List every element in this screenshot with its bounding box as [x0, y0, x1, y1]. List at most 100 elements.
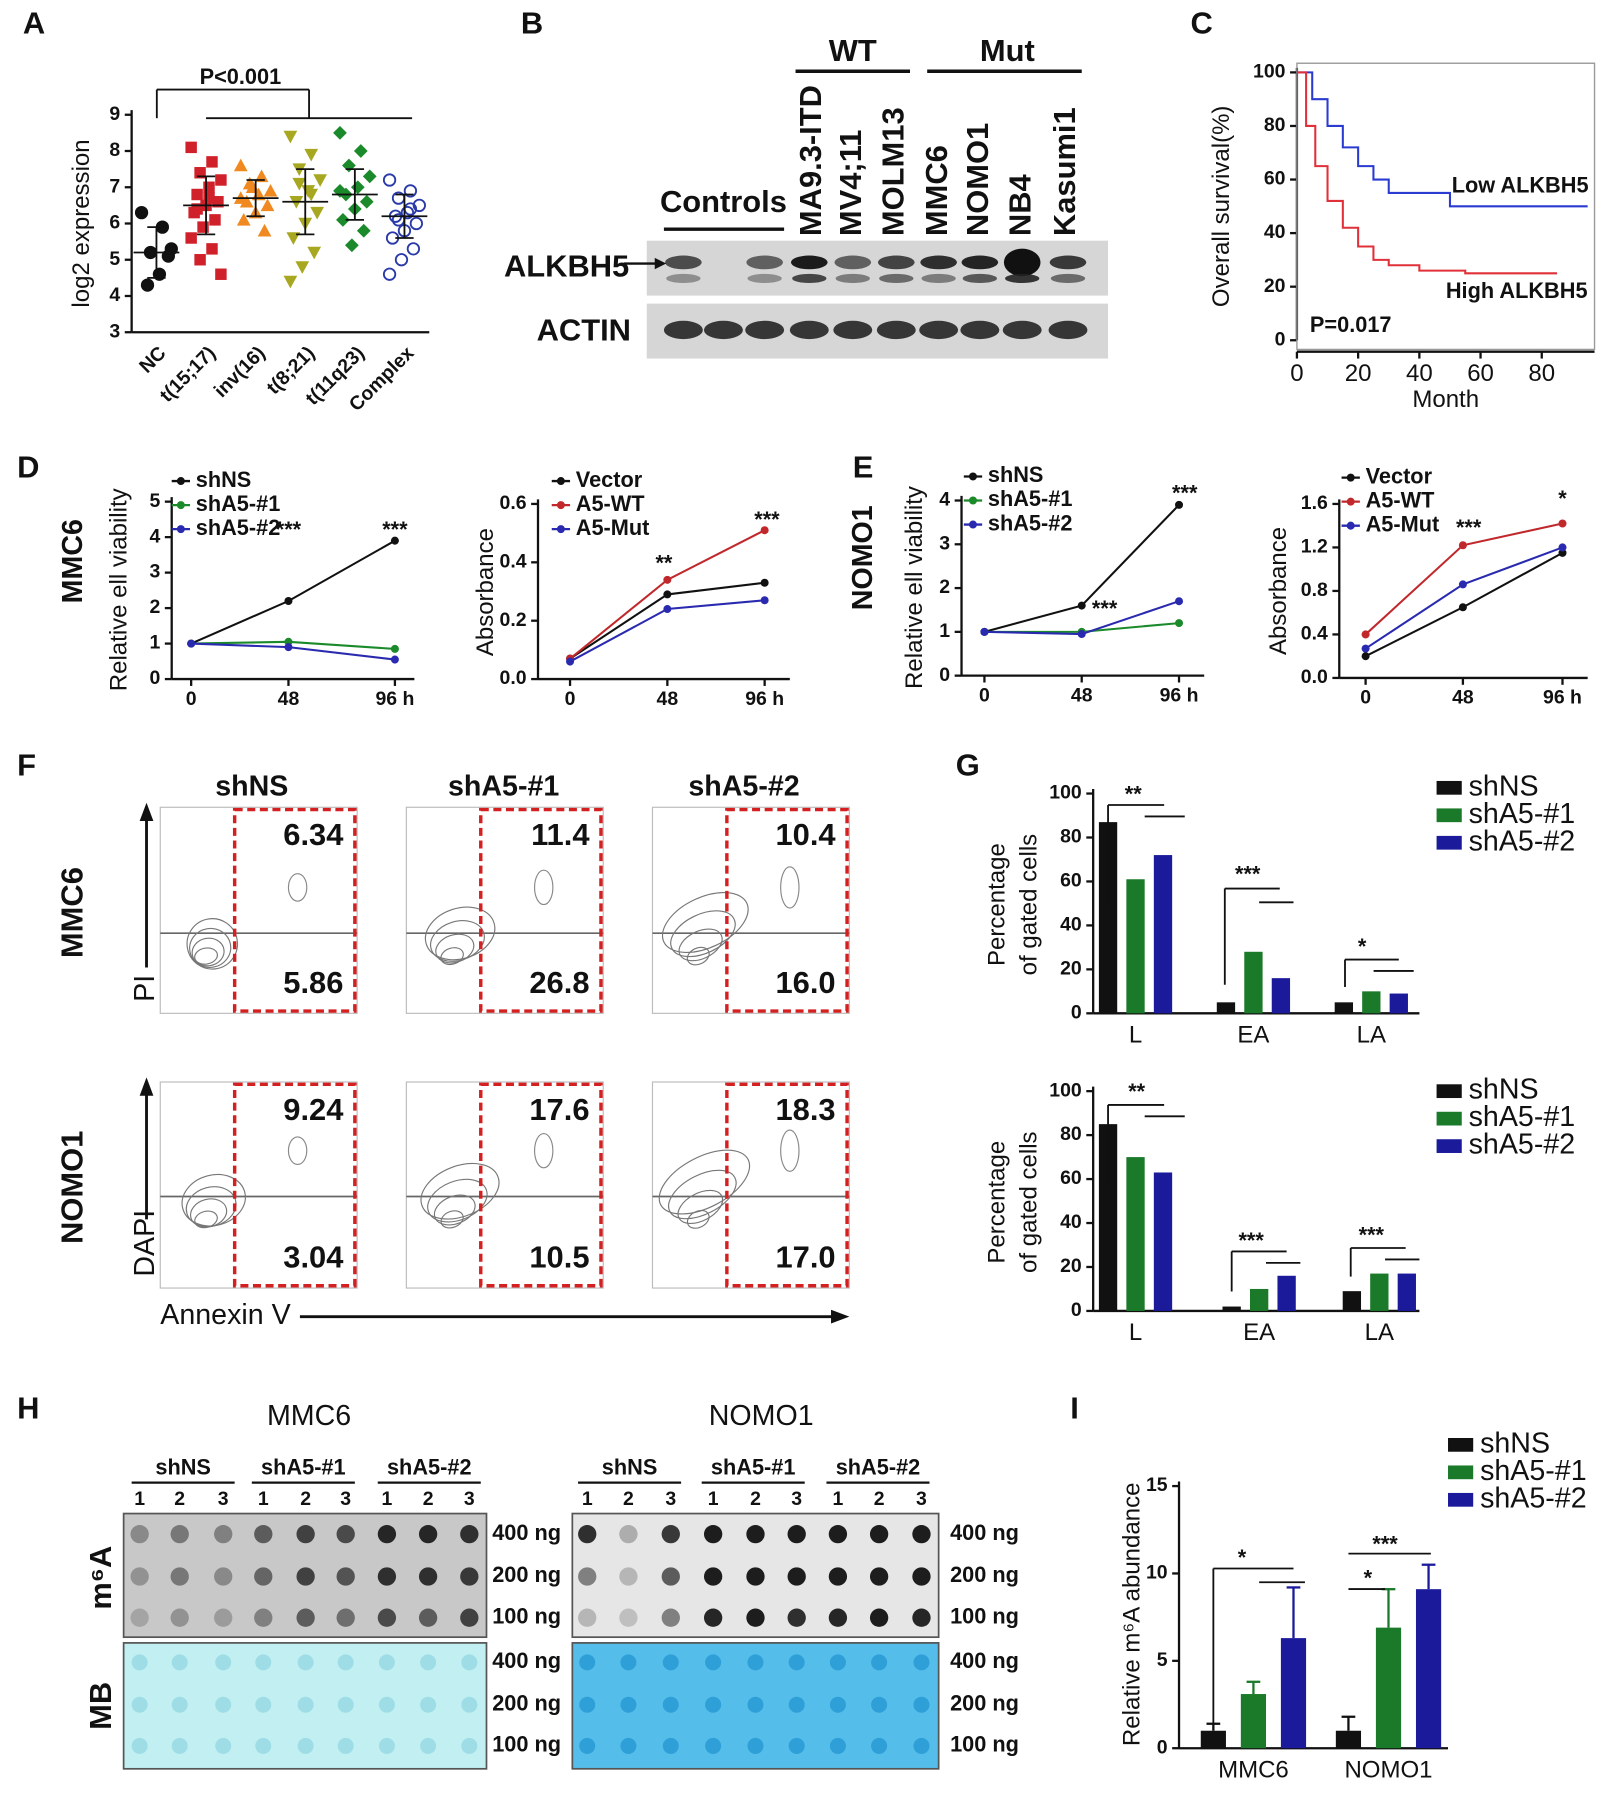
gate [479, 807, 603, 1013]
legend-label: A5-Mut [1366, 511, 1440, 536]
amount-label: 200 ng [950, 1690, 1019, 1715]
data-point [236, 213, 251, 226]
y-tick-label: 80 [1264, 114, 1286, 136]
group-label: shNS [602, 1455, 658, 1480]
dot [336, 1608, 355, 1627]
y-tick-label: 0.0 [1301, 666, 1328, 688]
y-tick-label: 40 [1060, 914, 1082, 936]
amount-label: 100 ng [950, 1603, 1019, 1628]
y-tick-label: 5 [149, 490, 160, 512]
flow-plot [405, 1081, 604, 1289]
annotation: * [1558, 486, 1567, 511]
panel-label: I [1070, 1391, 1079, 1426]
legend-swatch [1448, 1492, 1474, 1507]
curve-label: High ALKBH5 [1446, 278, 1588, 303]
dot [579, 1737, 596, 1754]
x-tick-label: 0 [186, 688, 197, 710]
group-label: shA5-#2 [387, 1455, 472, 1480]
annotation: *** [1359, 1222, 1385, 1247]
dot [662, 1654, 679, 1671]
contour [668, 1169, 737, 1220]
legend-label: shA5-#1 [1469, 798, 1576, 830]
dot [578, 1608, 597, 1627]
y-axis-label: log2 expression [68, 139, 95, 307]
replicate-label: 2 [300, 1488, 311, 1510]
panel-label: B [521, 6, 543, 41]
cell-line-label: MOLM13 [875, 107, 910, 236]
bar [1415, 1589, 1442, 1749]
y-tick-label: 5 [109, 248, 120, 270]
x-axis-label: Annexin V [160, 1299, 290, 1331]
blot-band [747, 273, 782, 284]
legend-label: shA5-#2 [1469, 825, 1576, 857]
quadrant-value: 17.6 [529, 1092, 589, 1127]
annotation: *** [1372, 1531, 1398, 1556]
y-tick-label: 15 [1146, 1474, 1168, 1496]
dot [377, 1524, 397, 1544]
amount-label: 400 ng [492, 1648, 561, 1673]
bar [1126, 1157, 1145, 1311]
cell-line-label: MMC6 [919, 145, 954, 236]
quadrant-value: 11.4 [531, 817, 590, 852]
line [1365, 546, 1563, 650]
annotation: * [1238, 1545, 1247, 1570]
dot [828, 1567, 848, 1586]
contour [181, 1173, 246, 1227]
blot-band [960, 320, 1000, 340]
dot [131, 1737, 148, 1754]
data-point [307, 246, 322, 260]
replicate-label: 1 [381, 1488, 392, 1510]
y-tick-label: 3 [939, 532, 950, 554]
dot [214, 1567, 233, 1586]
blot-band [835, 273, 870, 284]
x-tick-label: 48 [278, 688, 300, 710]
blot-band [1048, 320, 1088, 340]
dot [869, 1608, 889, 1627]
dot [254, 1524, 273, 1544]
quadrant-value: 16.0 [775, 965, 835, 1000]
contour [780, 866, 800, 909]
data-point [350, 180, 365, 195]
gate [725, 1082, 849, 1288]
panel-label: E [853, 450, 874, 485]
bar [1370, 1273, 1389, 1311]
group-label: shA5-#2 [836, 1455, 921, 1480]
legend-marker [1346, 521, 1355, 530]
blot-band [746, 255, 783, 270]
legend-label: A5-WT [1366, 487, 1436, 512]
legend-marker [968, 496, 977, 505]
group-label: shNS [155, 1455, 211, 1480]
dot [705, 1737, 722, 1754]
group-label: Mut [980, 33, 1035, 68]
dot [829, 1654, 846, 1671]
legend-label: A5-WT [576, 491, 646, 516]
y-tick-label: 7 [109, 175, 120, 197]
data-point [1175, 597, 1184, 606]
data-point [313, 174, 327, 187]
data-point [194, 254, 206, 266]
dot [747, 1696, 764, 1713]
annotation: *** [1235, 862, 1261, 887]
dot [788, 1654, 805, 1671]
bar [1244, 951, 1263, 1014]
x-tick-label: NOMO1 [1344, 1756, 1432, 1783]
data-point [566, 657, 575, 666]
dot [871, 1654, 888, 1671]
panel-label: C [1190, 6, 1212, 41]
legend-marker [968, 520, 977, 529]
data-point [304, 188, 319, 202]
dot [130, 1608, 149, 1627]
data-point [215, 268, 227, 280]
arrow-head [139, 1077, 154, 1096]
dot [662, 1737, 679, 1754]
x-tick-label: 48 [657, 688, 679, 710]
y-tick-label: 4 [149, 525, 160, 547]
cell-line-label: MV4;11 [833, 130, 868, 236]
blot-band [1005, 273, 1040, 284]
y-tick-label: 6 [109, 212, 120, 234]
dot [460, 1524, 479, 1544]
data-point [394, 253, 409, 267]
annotation: *** [276, 517, 302, 542]
blot-band [919, 320, 959, 340]
dot [912, 1524, 931, 1544]
